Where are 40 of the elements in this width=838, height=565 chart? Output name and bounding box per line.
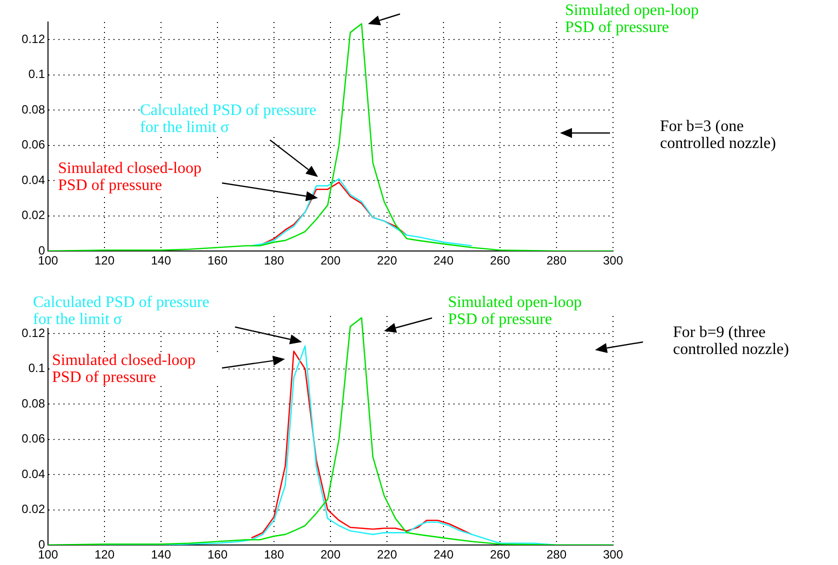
x-tick-label: 300 [602,548,624,562]
x-tick-label: 160 [207,254,228,268]
x-tick-label: 260 [490,254,510,268]
text: Calculated PSD of pressure for the limit σ [140,102,330,136]
x-tick-label: 120 [94,254,115,268]
x-tick-label: 240 [433,254,454,268]
y-tick-label: 0.06 [22,432,46,446]
x-tick-label: 280 [546,548,567,562]
x-tick-label: 180 [264,548,284,562]
x-tick-label: 240 [433,548,454,562]
x-tick-label: 200 [320,254,341,268]
x-tick-label: 120 [94,548,115,562]
text: For b=3 (one controlled nozzle) [660,118,800,152]
y-tick-label: 0.04 [22,466,46,481]
y-tick-label: 0.02 [22,502,46,516]
y-tick-label: 0.1 [28,67,46,82]
text: Calculated PSD of pressure for the limit σ [33,294,223,328]
text: Simulated open-loop PSD of pressure [448,294,608,328]
text: Simulated open-loop PSD of pressure [565,2,725,36]
x-tick-label: 300 [602,254,624,268]
y-tick-label: 0.12 [22,326,46,340]
x-tick-label: 200 [320,548,341,562]
x-tick-label: 180 [264,254,284,268]
y-tick-label: 0.06 [22,138,46,152]
x-tick-label: 220 [376,254,398,268]
x-tick-label: 160 [207,548,228,562]
text: Simulated closed-loop PSD of pressure [52,352,227,386]
text: For b=9 (three controlled nozzle) [673,324,813,358]
x-tick-label: 220 [376,548,398,562]
y-tick-label: 0.04 [22,172,46,187]
y-tick-label: 0.08 [22,396,46,410]
x-tick-label: 140 [150,254,172,268]
text: Simulated closed-loop PSD of pressure [58,160,233,194]
x-tick-label: 260 [490,548,510,562]
y-tick-label: 0.1 [28,361,46,376]
x-tick-label: 280 [546,254,567,268]
y-tick-label: 0.12 [22,32,46,46]
x-tick-label: 140 [150,548,172,562]
y-tick-label: 0.08 [22,102,46,116]
y-tick-label: 0.02 [22,208,46,222]
